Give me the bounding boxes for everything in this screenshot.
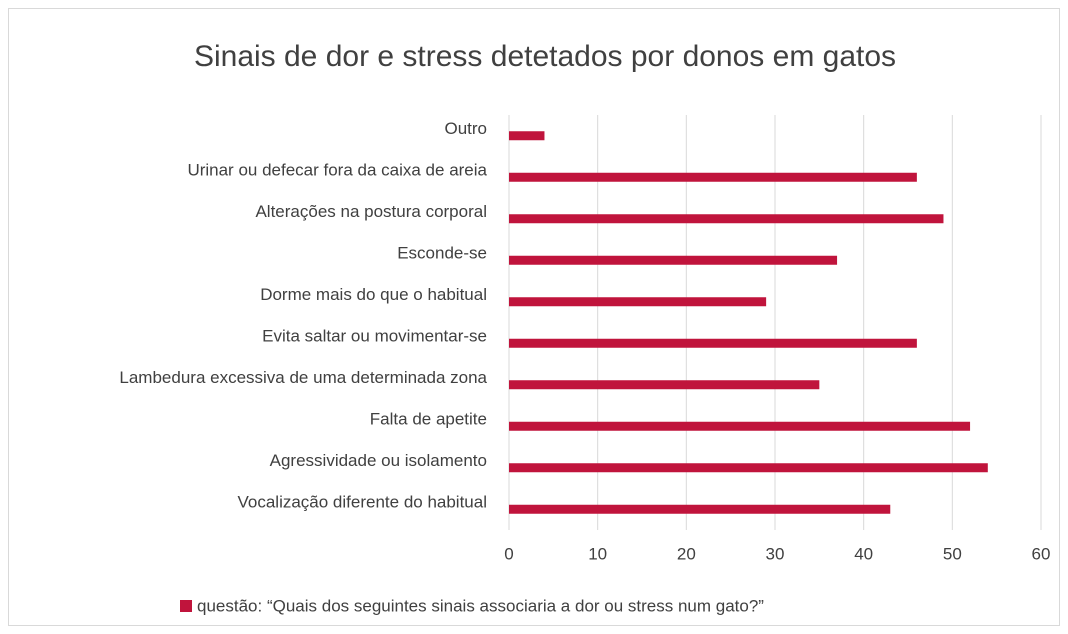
y-tick-label: Outro [444,119,487,138]
y-tick-label: Urinar ou defecar fora da caixa de areia [187,161,487,180]
y-tick-label: Dorme mais do que o habitual [260,285,487,304]
x-tick-label: 60 [1032,544,1051,563]
y-tick-label: Esconde-se [397,244,487,263]
legend-swatch [180,600,192,612]
y-tick-label: Falta de apetite [370,410,487,429]
y-tick-label: Vocalização diferente do habitual [237,493,487,512]
y-tick-label: Alterações na postura corporal [255,202,487,221]
x-tick-label: 20 [677,544,696,563]
x-tick-label: 50 [943,544,962,563]
chart-border [8,8,1060,626]
bar [509,504,891,514]
bar [509,172,917,182]
y-tick-label: Agressividade ou isolamento [270,451,487,470]
y-tick-label: Lambedura excessiva de uma determinada z… [119,368,487,387]
chart-title: Sinais de dor e stress detetados por don… [194,40,896,73]
bar [509,380,820,390]
bar [509,297,767,307]
x-tick-label: 30 [766,544,785,563]
x-tick-label: 0 [504,544,513,563]
bar [509,214,944,224]
bar [509,463,988,473]
legend-label: questão: “Quais dos seguintes sinais ass… [197,596,764,615]
bar [509,338,917,348]
x-tick-label: 10 [588,544,607,563]
bar [509,131,545,141]
bar [509,255,838,265]
y-tick-label: Evita saltar ou movimentar-se [262,327,487,346]
x-tick-label: 40 [854,544,873,563]
bar [509,421,971,431]
